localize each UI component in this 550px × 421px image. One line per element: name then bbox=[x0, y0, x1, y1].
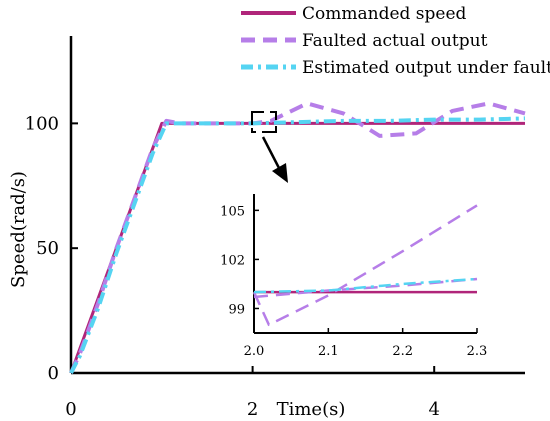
legend-label-0: Commanded speed bbox=[302, 4, 467, 24]
inset-series-line-1 bbox=[252, 204, 478, 327]
inset-plot: 99 102 105 2.0 2.1 2.2 2.3 bbox=[220, 194, 487, 359]
y-tick-label: 100 bbox=[25, 113, 59, 134]
x-tick-label: 4 bbox=[428, 399, 439, 420]
legend-label-2: Estimated output under fault bbox=[302, 58, 550, 78]
inset-y-tick-label: 99 bbox=[228, 302, 245, 317]
inset-x-tick-label: 2.1 bbox=[318, 344, 339, 359]
x-axis-title: Time(s) bbox=[277, 399, 346, 420]
zoom-arrowhead bbox=[272, 163, 288, 183]
y-axis-title: Speed(rad/s) bbox=[8, 171, 29, 288]
inset-x-tick-label: 2.3 bbox=[467, 344, 488, 359]
inset-x-tick-label: 2.2 bbox=[392, 344, 413, 359]
x-tick-label: 0 bbox=[65, 399, 76, 420]
series-line-2 bbox=[69, 116, 526, 374]
y-tick-label: 0 bbox=[48, 363, 59, 384]
y-tick-label: 50 bbox=[36, 238, 59, 259]
zoom-arrow bbox=[261, 136, 282, 171]
legend-label-1: Faulted actual output bbox=[302, 31, 488, 51]
inset-series-line-3 bbox=[253, 277, 478, 294]
main-plot: 0 50 100 0 2 4 Time(s) Speed(rad/s) bbox=[8, 36, 526, 420]
legend: Commanded speed Faulted actual output Esti… bbox=[241, 4, 550, 78]
zoom-box bbox=[251, 111, 277, 133]
series-line-0 bbox=[69, 121, 525, 374]
inset-y-tick-label: 102 bbox=[220, 253, 245, 268]
inset-x-tick-label: 2.0 bbox=[244, 344, 265, 359]
inset-y-tick-label: 105 bbox=[220, 204, 245, 219]
zoom-marker bbox=[251, 111, 288, 183]
x-tick-label: 2 bbox=[247, 399, 258, 420]
